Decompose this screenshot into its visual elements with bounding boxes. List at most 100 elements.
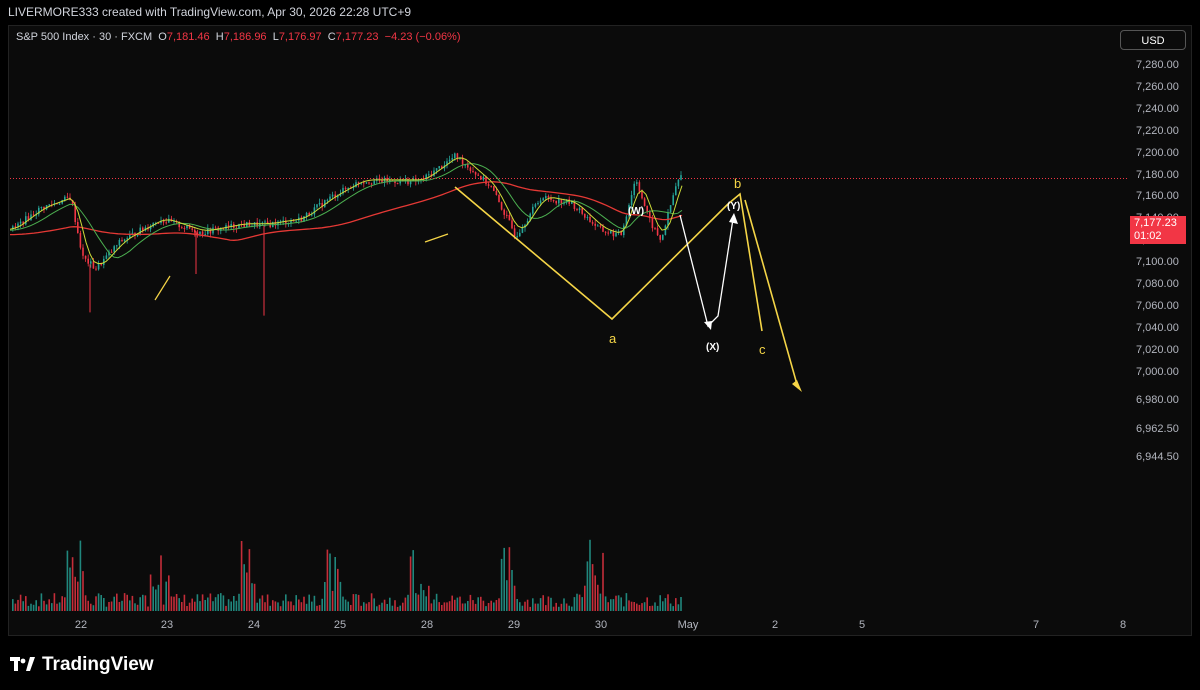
volume-bar	[435, 593, 438, 611]
volume-bar	[303, 596, 305, 611]
volume-bar	[386, 604, 388, 611]
price-tick: 6,980.00	[1136, 394, 1179, 407]
candle-body	[316, 204, 318, 208]
volume-bar	[136, 604, 139, 611]
volume-bar	[238, 593, 240, 611]
candle-body	[558, 198, 560, 204]
candle-body	[113, 246, 115, 252]
candle-body	[451, 158, 453, 160]
volume-bar	[511, 570, 513, 611]
volume-bar	[443, 602, 446, 611]
candle-body	[573, 201, 576, 210]
volume-bar	[295, 595, 297, 611]
volume-bar	[477, 597, 479, 611]
volume-bar	[646, 597, 648, 611]
volume-bar	[71, 557, 74, 611]
volume-bar	[638, 604, 641, 611]
candle-body	[149, 226, 152, 230]
candle-body	[500, 202, 503, 210]
volume-bar	[552, 606, 555, 611]
candle-body	[675, 186, 677, 196]
volume-bar	[602, 552, 604, 611]
candle-body	[344, 187, 347, 190]
ma-yellow-line	[9, 157, 683, 264]
candle-body	[191, 228, 193, 230]
volume-bar	[464, 603, 466, 611]
candle-body	[363, 182, 365, 184]
volume-bar	[487, 603, 490, 611]
volume-bar	[641, 603, 643, 611]
candle-body	[92, 261, 95, 269]
volume-bar	[620, 597, 622, 611]
volume-bar	[32, 604, 35, 611]
candle-body	[511, 220, 513, 229]
volume-bar	[227, 599, 230, 611]
candle-body	[32, 214, 35, 216]
candle-body	[490, 185, 492, 187]
volume-bar	[74, 576, 76, 611]
candle-body	[641, 191, 643, 199]
price-tick: 7,100.00	[1136, 256, 1179, 269]
volume-bar	[474, 603, 477, 611]
candle-body	[22, 221, 24, 225]
volume-bar	[571, 606, 573, 611]
volume-bar	[441, 605, 443, 611]
candle-body	[620, 231, 622, 236]
candle-body	[409, 180, 412, 185]
currency-button[interactable]: USD	[1120, 30, 1186, 50]
candle-body	[448, 159, 451, 162]
price-tick: 7,160.00	[1136, 190, 1179, 203]
volume-bar	[643, 602, 646, 611]
candle-body	[623, 225, 625, 236]
volume-bar	[350, 605, 352, 611]
price-tick: 7,220.00	[1136, 124, 1179, 137]
candle-body	[664, 225, 667, 235]
candle-body	[545, 196, 547, 199]
volume-bar	[625, 593, 628, 611]
candle-body	[628, 205, 630, 217]
candle-body	[521, 227, 524, 233]
volume-bar	[318, 605, 321, 611]
candle-body	[519, 232, 521, 237]
volume-bar	[482, 600, 485, 611]
candle-body	[636, 182, 638, 184]
volume-bar	[53, 593, 56, 611]
candle-body	[188, 224, 191, 229]
volume-bar	[672, 606, 674, 611]
volume-bar	[568, 605, 570, 611]
chart-pane[interactable]	[8, 25, 1192, 636]
volume-bar	[376, 606, 378, 611]
volume-bar	[178, 598, 180, 611]
candle-body	[480, 175, 482, 180]
volume-bar	[589, 539, 591, 611]
volume-bar	[225, 605, 227, 611]
volume-bar	[352, 594, 355, 611]
volume-bar	[365, 603, 368, 611]
candle-body	[279, 220, 282, 222]
ma-red-line	[10, 181, 683, 241]
volume-bar	[22, 601, 24, 611]
candle-body	[467, 164, 469, 168]
close-value: 7,177.23	[335, 31, 379, 43]
candle-body	[90, 261, 92, 264]
volume-bar	[118, 602, 121, 611]
volume-bar	[576, 593, 578, 611]
volume-bar	[378, 604, 381, 611]
symbol-label[interactable]: S&P 500 Index · 30 · FXCM	[16, 31, 153, 43]
candle-body	[305, 212, 308, 217]
candle-body	[173, 221, 175, 223]
volume-bar	[220, 593, 222, 611]
tradingview-logo[interactable]: TradingView	[10, 654, 154, 676]
volume-bar	[305, 603, 308, 611]
candle-body	[38, 207, 40, 215]
volume-bar	[230, 601, 232, 611]
volume-bar	[633, 602, 635, 611]
candle-body	[669, 205, 672, 213]
wave-arrowhead	[729, 213, 738, 224]
candle-body	[334, 194, 336, 198]
wave-label-b: b	[734, 176, 742, 191]
volume-bar	[77, 581, 79, 611]
low-value: 7,176.97	[278, 31, 322, 43]
volume-bar	[58, 602, 61, 611]
